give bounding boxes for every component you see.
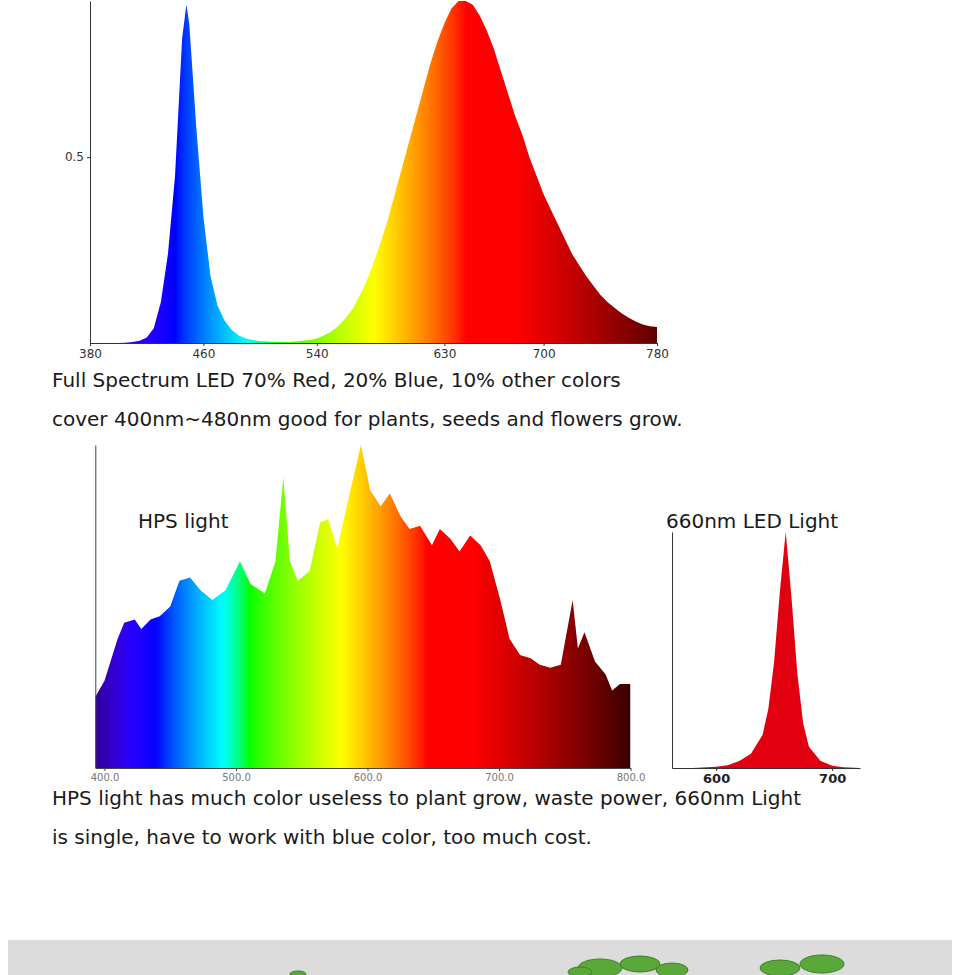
y-tick: 0.5 bbox=[65, 150, 90, 164]
x-tick-mark bbox=[631, 768, 632, 771]
x-tick: 380 bbox=[79, 343, 102, 361]
y-tick-mark bbox=[87, 157, 90, 158]
page: 380 460 540 630 700 780 0.5 Full Spectrum LED 7… bbox=[0, 0, 960, 975]
x-tick: 500.0 bbox=[222, 768, 251, 783]
x-axis-line bbox=[91, 343, 658, 344]
leaf bbox=[290, 971, 306, 975]
y-axis bbox=[95, 446, 96, 769]
decoration bbox=[8, 940, 952, 975]
x-tick-label: 700 bbox=[533, 347, 556, 361]
x-tick: 780 bbox=[646, 343, 669, 361]
caption: is single, have to work with blue color,… bbox=[52, 825, 592, 849]
x-axis-line bbox=[96, 768, 631, 769]
x-tick-label: 540 bbox=[306, 347, 329, 361]
background bbox=[0, 0, 960, 975]
x-axis: 600 700 bbox=[673, 768, 861, 786]
spectrum-area bbox=[95, 445, 630, 768]
chart: 600 700 660nm LED Light bbox=[666, 509, 861, 786]
plot-area bbox=[90, 1, 657, 343]
x-tick-label: 630 bbox=[433, 347, 456, 361]
spectrum-area bbox=[90, 1, 657, 343]
x-tick: 400.0 bbox=[91, 768, 120, 783]
chart-title: 660nm LED Light bbox=[666, 509, 838, 533]
leaf bbox=[620, 956, 660, 972]
x-tick-label: 500.0 bbox=[222, 772, 251, 783]
caption: HPS light has much color useless to plan… bbox=[52, 786, 801, 810]
x-tick-mark bbox=[105, 768, 106, 771]
x-tick: 700.0 bbox=[485, 768, 514, 783]
x-tick: 540 bbox=[306, 343, 329, 361]
y-axis-line bbox=[95, 446, 96, 769]
x-tick-label: 600.0 bbox=[354, 772, 383, 783]
leaf bbox=[800, 955, 844, 973]
x-tick: 600.0 bbox=[354, 768, 383, 783]
x-tick-mark bbox=[499, 768, 500, 771]
x-tick-label: 700 bbox=[819, 771, 846, 786]
chart: 400.0 500.0 600.0 700.0 800.0 HPS light HPS li… bbox=[52, 445, 801, 849]
x-tick-label: 780 bbox=[646, 347, 669, 361]
y-tick-label: 0.5 bbox=[65, 150, 84, 164]
bottom-band bbox=[8, 940, 952, 975]
caption: cover 400nm~480nm good for plants, seeds… bbox=[52, 407, 683, 431]
leaf bbox=[568, 967, 592, 975]
x-axis: 400.0 500.0 600.0 700.0 800.0 bbox=[91, 768, 646, 783]
x-tick-mark bbox=[368, 768, 369, 771]
caption: Full Spectrum LED 70% Red, 20% Blue, 10%… bbox=[52, 368, 621, 392]
x-axis: 380 460 540 630 700 780 bbox=[79, 343, 669, 361]
plot-area bbox=[95, 445, 630, 768]
x-tick-label: 700.0 bbox=[485, 772, 514, 783]
y-axis bbox=[672, 533, 673, 769]
x-tick: 800.0 bbox=[617, 768, 646, 783]
leaf bbox=[656, 963, 688, 975]
x-tick: 700 bbox=[819, 768, 846, 786]
y-axis-line bbox=[672, 533, 673, 769]
x-tick: 630 bbox=[433, 343, 456, 361]
chart: 380 460 540 630 700 780 0.5 Full Spectrum LED 7… bbox=[52, 1, 683, 431]
x-tick-label: 800.0 bbox=[617, 772, 646, 783]
y-axis: 0.5 bbox=[65, 2, 91, 344]
x-tick-label: 460 bbox=[192, 347, 215, 361]
x-tick-label: 600 bbox=[703, 771, 730, 786]
x-tick: 700 bbox=[533, 343, 556, 361]
chart-title: HPS light bbox=[138, 509, 229, 533]
x-tick: 600 bbox=[703, 768, 730, 786]
leaf bbox=[760, 960, 800, 975]
x-tick-label: 400.0 bbox=[91, 772, 120, 783]
x-tick: 460 bbox=[192, 343, 215, 361]
plot-area bbox=[672, 532, 860, 768]
x-tick-mark bbox=[236, 768, 237, 771]
x-tick-label: 380 bbox=[79, 347, 102, 361]
y-axis-line bbox=[90, 2, 91, 344]
spectrum-area bbox=[672, 532, 860, 768]
